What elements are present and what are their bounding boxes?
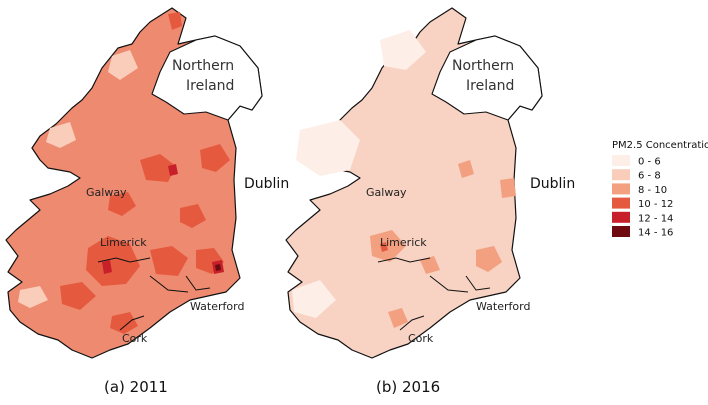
legend-items: 0 - 6 6 - 8 8 - 10 10 - 12 12 - 14 14 - 16 (612, 155, 673, 239)
legend-swatch-1 (612, 169, 630, 181)
legend-swatch-3 (612, 197, 630, 209)
panel-caption-2011: (a) 2011 (104, 378, 168, 396)
city-label-dublin: Dublin (244, 176, 289, 192)
hotspots-2016 (292, 30, 516, 328)
city-label-cork: Cork (122, 332, 148, 345)
northern-ireland-label-line1: Northern (452, 58, 514, 74)
legend-swatch-4 (612, 211, 630, 223)
city-label-waterford: Waterford (476, 300, 530, 313)
city-label-galway: Galway (86, 186, 127, 199)
northern-ireland-label-line2: Ireland (186, 78, 234, 94)
hotspots-2011 (18, 12, 230, 334)
city-label-dublin: Dublin (530, 176, 575, 192)
map-panel-2011: Northern Ireland Galway Dublin Limerick … (5, 7, 289, 396)
panel-caption-2016: (b) 2016 (376, 378, 440, 396)
legend-swatch-2 (612, 183, 630, 195)
legend-label-5: 14 - 16 (638, 228, 673, 239)
legend-label-2: 8 - 10 (638, 185, 667, 196)
legend-label-3: 10 - 12 (638, 199, 673, 210)
city-label-waterford: Waterford (190, 300, 244, 313)
city-label-limerick: Limerick (100, 236, 147, 249)
legend-label-0: 0 - 6 (638, 157, 661, 168)
northern-ireland-label-line1: Northern (172, 58, 234, 74)
legend-title: PM2.5 Concentration (612, 140, 708, 151)
legend: PM2.5 Concentration 0 - 6 6 - 8 8 - 10 10 -… (612, 140, 708, 239)
legend-label-4: 12 - 14 (638, 213, 673, 224)
city-label-cork: Cork (408, 332, 434, 345)
northern-ireland-label-line2: Ireland (466, 78, 514, 94)
city-label-limerick: Limerick (380, 236, 427, 249)
rivers-2016 (377, 257, 491, 331)
legend-label-1: 6 - 8 (638, 171, 661, 182)
northern-ireland-2011 (151, 35, 263, 121)
legend-swatch-0 (612, 155, 630, 166)
rivers-2011 (97, 257, 211, 331)
map-panel-2016: Northern Ireland Galway Dublin Limerick … (285, 7, 575, 396)
northern-ireland-2016 (431, 35, 543, 121)
city-label-galway: Galway (366, 186, 407, 199)
legend-swatch-5 (612, 226, 630, 237)
